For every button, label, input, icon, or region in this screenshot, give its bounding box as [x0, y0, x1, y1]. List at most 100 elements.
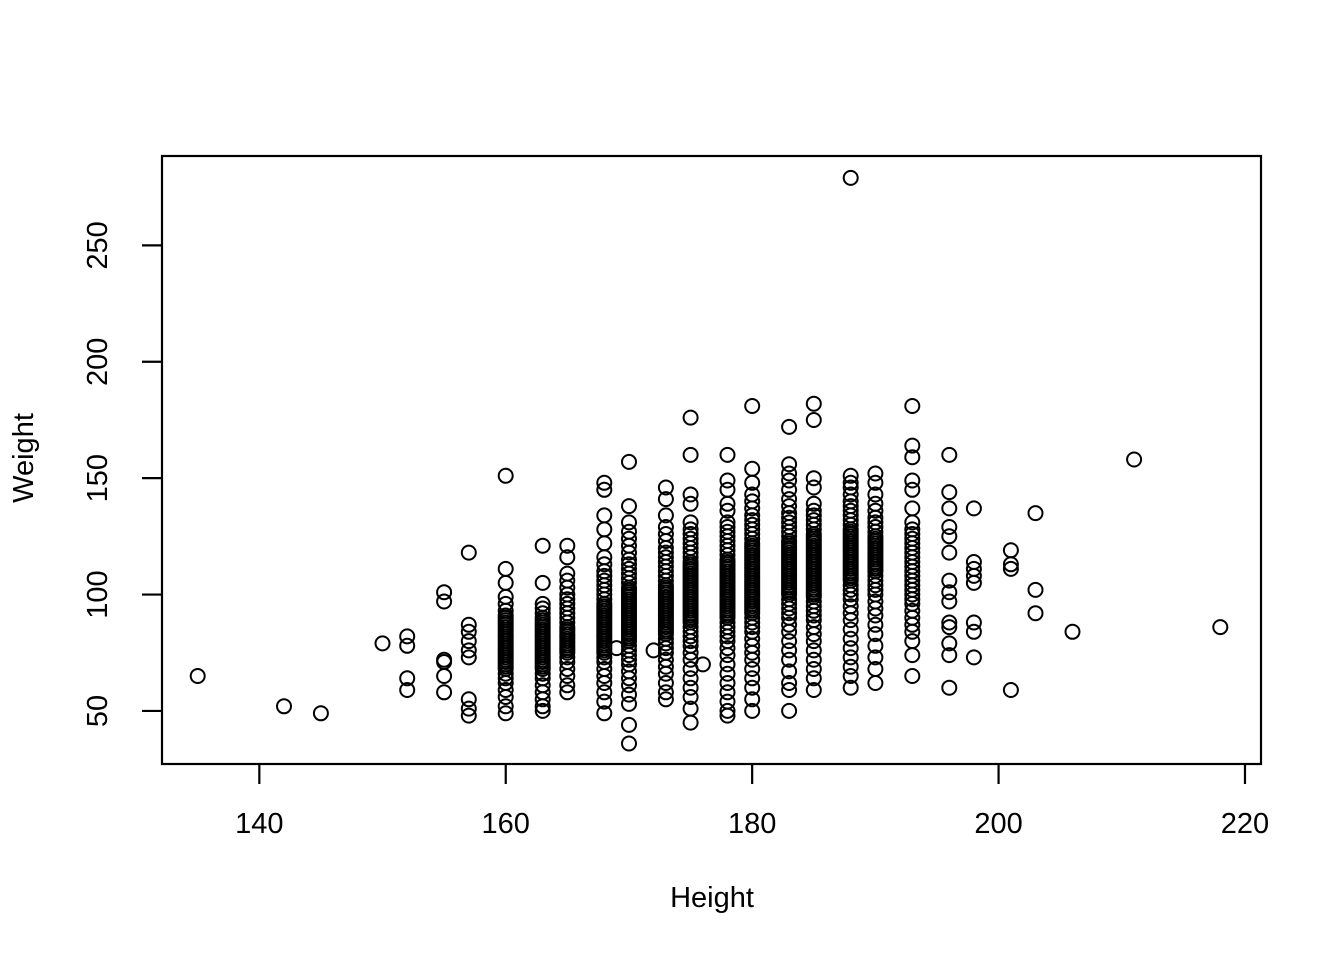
data-point [904, 616, 921, 633]
data-point [497, 574, 514, 591]
data-point [534, 691, 551, 708]
data-point [904, 449, 921, 466]
data-point [904, 633, 921, 650]
data-point [460, 616, 477, 633]
data-point [682, 644, 699, 661]
data-point [781, 675, 798, 691]
data-point [534, 661, 551, 677]
data-point [1002, 560, 1019, 577]
data-point [904, 623, 921, 640]
data-point [497, 682, 514, 698]
data-point [497, 665, 514, 682]
data-point [805, 642, 822, 659]
data-point [1027, 581, 1044, 598]
data-point [534, 698, 551, 715]
data-point [559, 579, 576, 596]
data-point [596, 649, 613, 666]
data-point [781, 663, 798, 680]
y-tick-label: 50 [82, 695, 114, 727]
data-point [1064, 623, 1081, 640]
data-point [842, 658, 859, 675]
data-point [842, 169, 859, 186]
data-point [719, 472, 736, 489]
data-point [645, 642, 662, 659]
data-point [497, 560, 514, 577]
data-point [867, 649, 884, 666]
data-point [559, 668, 576, 684]
data-point [657, 675, 674, 691]
data-point [460, 633, 477, 650]
data-point [682, 689, 699, 705]
data-point [842, 581, 859, 598]
data-point [842, 649, 859, 666]
data-point [904, 591, 921, 608]
data-point [534, 537, 551, 554]
data-point [941, 544, 958, 561]
data-point [867, 637, 884, 654]
data-point [941, 446, 958, 463]
data-point [497, 705, 514, 722]
data-point [657, 658, 674, 675]
data-point [621, 735, 637, 752]
data-point [621, 647, 637, 664]
plot-box [160, 154, 1263, 766]
data-point [719, 640, 736, 657]
data-point [657, 533, 674, 549]
data-point [621, 453, 637, 470]
data-point [842, 612, 859, 629]
data-point [941, 614, 958, 631]
data-point [781, 472, 798, 489]
data-point [941, 593, 958, 610]
data-point [399, 628, 416, 645]
data-point [460, 623, 477, 640]
data-point [657, 507, 674, 524]
data-point [1027, 505, 1044, 522]
data-point [719, 684, 736, 701]
data-point [805, 602, 822, 619]
data-point [781, 481, 798, 498]
data-point [781, 605, 798, 622]
data-point [497, 689, 514, 705]
data-point [941, 679, 958, 696]
data-point [904, 437, 921, 454]
data-point [842, 668, 859, 684]
data-point [842, 467, 859, 484]
data-point [621, 716, 637, 733]
data-point [621, 677, 637, 694]
data-point [436, 593, 453, 610]
data-point [596, 535, 613, 552]
data-point [682, 628, 699, 645]
data-point [904, 647, 921, 664]
data-point [719, 707, 736, 724]
data-point [559, 537, 576, 554]
data-point [781, 642, 798, 659]
data-point [805, 661, 822, 677]
data-point [682, 670, 699, 687]
data-point [1027, 605, 1044, 622]
data-point [1002, 556, 1019, 573]
data-point [534, 702, 551, 719]
data-point [781, 418, 798, 435]
data-point [867, 581, 884, 598]
data-point [657, 640, 674, 657]
data-point [965, 567, 982, 584]
data-point [719, 656, 736, 673]
data-point [744, 398, 761, 414]
data-point [805, 626, 822, 643]
data-point [497, 670, 514, 687]
y-tick-label: 150 [82, 454, 114, 502]
data-point [682, 446, 699, 463]
data-point [805, 479, 822, 496]
data-point [904, 398, 921, 414]
data-point [596, 684, 613, 701]
y-axis-label: Weight [8, 413, 40, 503]
data-point [682, 409, 699, 426]
data-point [805, 470, 822, 487]
data-point [941, 572, 958, 589]
data-point [781, 633, 798, 650]
data-point [805, 412, 822, 428]
data-point [941, 635, 958, 652]
data-point [436, 668, 453, 684]
data-point [904, 500, 921, 517]
